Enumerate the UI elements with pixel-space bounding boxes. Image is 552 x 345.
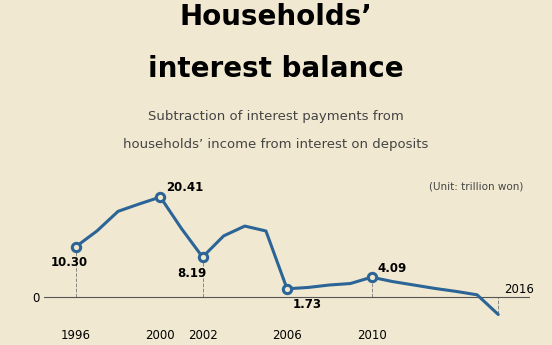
Text: Subtraction of interest payments from: Subtraction of interest payments from xyxy=(148,110,404,124)
Text: 2016: 2016 xyxy=(505,283,534,296)
Text: 1.73: 1.73 xyxy=(293,298,322,311)
Text: 20.41: 20.41 xyxy=(166,181,203,195)
Text: interest balance: interest balance xyxy=(148,55,404,83)
Text: Households’: Households’ xyxy=(179,3,373,31)
Text: (Unit: trillion won): (Unit: trillion won) xyxy=(429,182,524,192)
Text: 4.09: 4.09 xyxy=(377,262,406,275)
Text: 8.19: 8.19 xyxy=(178,266,207,279)
Text: 10.30: 10.30 xyxy=(51,256,88,269)
Text: households’ income from interest on deposits: households’ income from interest on depo… xyxy=(123,138,429,151)
